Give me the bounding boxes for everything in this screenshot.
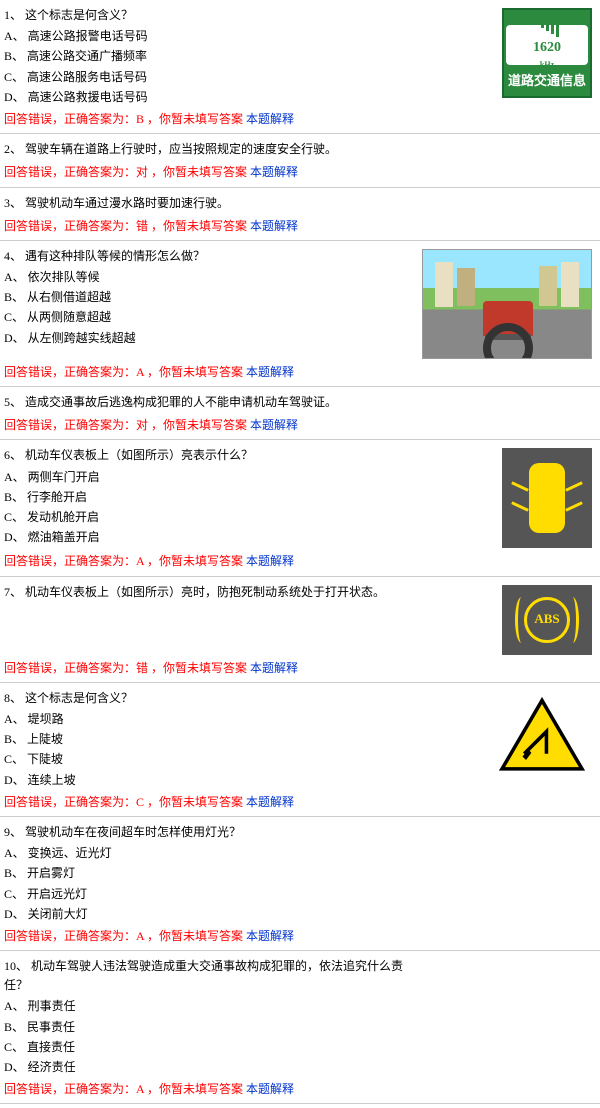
question-image-road (422, 249, 592, 359)
feedback-wrong-text: 回答错误，正确答案为：A ，你暂未填写答案 (4, 554, 246, 568)
question-text: 1、 这个标志是何含义？ (4, 6, 148, 25)
question-text: 10、 机动车驾驶人违法驾驶造成重大交通事故构成犯罪的，依法追究什么责任？ (4, 957, 424, 995)
answer-option: A、 依次排队等候 (4, 268, 205, 287)
question-text: 7、 机动车仪表板上（如图所示）亮时，防抱死制动系统处于打开状态。 (4, 583, 385, 602)
explanation-link[interactable]: 本题解释 (250, 661, 298, 675)
answer-option: D、 关闭前大灯 (4, 905, 241, 924)
explanation-link[interactable]: 本题解释 (250, 418, 298, 432)
answer-option: C、 高速公路服务电话号码 (4, 68, 148, 87)
question-block: 4、 遇有这种排队等候的情形怎么做？ A、 依次排队等候B、 从右侧借道超越C、… (0, 241, 600, 387)
question-block: 2、 驾驶车辆在道路上行驶时，应当按照规定的速度安全行驶。 回答错误，正确答案为… (0, 134, 600, 187)
feedback-wrong-text: 回答错误，正确答案为：B ，你暂未填写答案 (4, 112, 246, 126)
question-text: 9、 驾驶机动车在夜间超车时怎样使用灯光？ (4, 823, 241, 842)
feedback-line: 回答错误，正确答案为：B ，你暂未填写答案 本题解释 (4, 108, 596, 129)
question-text: 5、 造成交通事故后逃逸构成犯罪的人不能申请机动车驾驶证。 (4, 393, 337, 412)
question-block: 1620 kHz 道路交通信息 1、 这个标志是何含义？ A、 高速公路报警电话… (0, 0, 600, 134)
feedback-wrong-text: 回答错误，正确答案为：对 ，你暂未填写答案 (4, 165, 250, 179)
answer-option: C、 从两侧随意超越 (4, 308, 205, 327)
feedback-line: 回答错误，正确答案为：A ，你暂未填写答案 本题解释 (4, 550, 596, 571)
explanation-link[interactable]: 本题解释 (250, 165, 298, 179)
feedback-line: 回答错误，正确答案为：A ，你暂未填写答案 本题解释 (4, 1078, 596, 1099)
explanation-link[interactable]: 本题解释 (250, 219, 298, 233)
feedback-wrong-text: 回答错误，正确答案为：A ，你暂未填写答案 (4, 1082, 246, 1096)
feedback-wrong-text: 回答错误，正确答案为：错 ，你暂未填写答案 (4, 219, 250, 233)
explanation-link[interactable]: 本题解释 (246, 554, 294, 568)
answer-option: D、 连续上坡 (4, 771, 133, 790)
answer-option: D、 经济责任 (4, 1058, 424, 1077)
question-block: 9、 驾驶机动车在夜间超车时怎样使用灯光？ A、 变换远、近光灯B、 开启雾灯 C… (0, 817, 600, 951)
feedback-wrong-text: 回答错误，正确答案为：错 ，你暂未填写答案 (4, 661, 250, 675)
answer-option: A、 变换远、近光灯 (4, 844, 241, 863)
question-text: 6、 机动车仪表板上（如图所示）亮表示什么？ (4, 446, 253, 465)
answer-option: B、 上陡坡 (4, 730, 133, 749)
answer-option: B、 民事责任 (4, 1018, 424, 1037)
question-text: 8、 这个标志是何含义？ (4, 689, 133, 708)
explanation-link[interactable]: 本题解释 (246, 365, 294, 379)
question-block: 3、 驾驶机动车通过漫水路时要加速行驶。 回答错误，正确答案为：错 ，你暂未填写… (0, 188, 600, 241)
question-image-sign: 1620 kHz 道路交通信息 (502, 8, 592, 98)
question-block: ABS 7、 机动车仪表板上（如图所示）亮时，防抱死制动系统处于打开状态。 回答… (0, 577, 600, 683)
explanation-link[interactable]: 本题解释 (246, 929, 294, 943)
feedback-wrong-text: 回答错误，正确答案为：C ，你暂未填写答案 (4, 795, 246, 809)
question-block: 10、 机动车驾驶人违法驾驶造成重大交通事故构成犯罪的，依法追究什么责任？ A、… (0, 951, 600, 1104)
answer-option: A、 高速公路报警电话号码 (4, 27, 148, 46)
answer-option: C、 下陡坡 (4, 750, 133, 769)
answer-option: A、 堤坝路 (4, 710, 133, 729)
question-image-warning-triangle (492, 691, 592, 781)
answer-option: B、 高速公路交通广播频率 (4, 47, 148, 66)
answer-option: B、 从右侧借道超越 (4, 288, 205, 307)
feedback-line: 回答错误，正确答案为：对 ，你暂未填写答案 本题解释 (4, 161, 596, 182)
feedback-wrong-text: 回答错误，正确答案为：对 ，你暂未填写答案 (4, 418, 250, 432)
question-text: 2、 驾驶车辆在道路上行驶时，应当按照规定的速度安全行驶。 (4, 140, 337, 159)
feedback-wrong-text: 回答错误，正确答案为：A ，你暂未填写答案 (4, 365, 246, 379)
question-block: 8、 这个标志是何含义？ A、 堤坝路B、 上陡坡C、 下陡坡 D、 连续上坡 回… (0, 683, 600, 817)
question-image-door-indicator (502, 448, 592, 548)
answer-option: B、 行李舱开启 (4, 488, 253, 507)
question-text: 4、 遇有这种排队等候的情形怎么做？ (4, 247, 205, 266)
answer-option: D、 从左侧跨越实线超越 (4, 329, 205, 348)
explanation-link[interactable]: 本题解释 (246, 1082, 294, 1096)
answer-option: A、 刑事责任 (4, 997, 424, 1016)
feedback-line: 回答错误，正确答案为：错 ，你暂未填写答案 本题解释 (4, 657, 596, 678)
answer-option: C、 发动机舱开启 (4, 508, 253, 527)
feedback-wrong-text: 回答错误，正确答案为：A ，你暂未填写答案 (4, 929, 246, 943)
question-image-abs-indicator: ABS (502, 585, 592, 655)
feedback-line: 回答错误，正确答案为：错 ，你暂未填写答案 本题解释 (4, 215, 596, 236)
answer-option: D、 燃油箱盖开启 (4, 528, 253, 547)
answer-option: A、 两侧车门开启 (4, 468, 253, 487)
feedback-line: 回答错误，正确答案为：A ，你暂未填写答案 本题解释 (4, 361, 596, 382)
explanation-link[interactable]: 本题解释 (246, 112, 294, 126)
explanation-link[interactable]: 本题解释 (246, 795, 294, 809)
answer-option: C、 直接责任 (4, 1038, 424, 1057)
feedback-line: 回答错误，正确答案为：对 ，你暂未填写答案 本题解释 (4, 414, 596, 435)
question-block: 5、 造成交通事故后逃逸构成犯罪的人不能申请机动车驾驶证。 回答错误，正确答案为… (0, 387, 600, 440)
feedback-line: 回答错误，正确答案为：C ，你暂未填写答案 本题解释 (4, 791, 596, 812)
answer-option: C、 开启远光灯 (4, 885, 241, 904)
question-block: 6、 机动车仪表板上（如图所示）亮表示什么？ A、 两侧车门开启B、 行李舱开启… (0, 440, 600, 576)
question-text: 3、 驾驶机动车通过漫水路时要加速行驶。 (4, 194, 229, 213)
feedback-line: 回答错误，正确答案为：A ，你暂未填写答案 本题解释 (4, 925, 596, 946)
answer-option: D、 高速公路救援电话号码 (4, 88, 148, 107)
answer-option: B、 开启雾灯 (4, 864, 241, 883)
